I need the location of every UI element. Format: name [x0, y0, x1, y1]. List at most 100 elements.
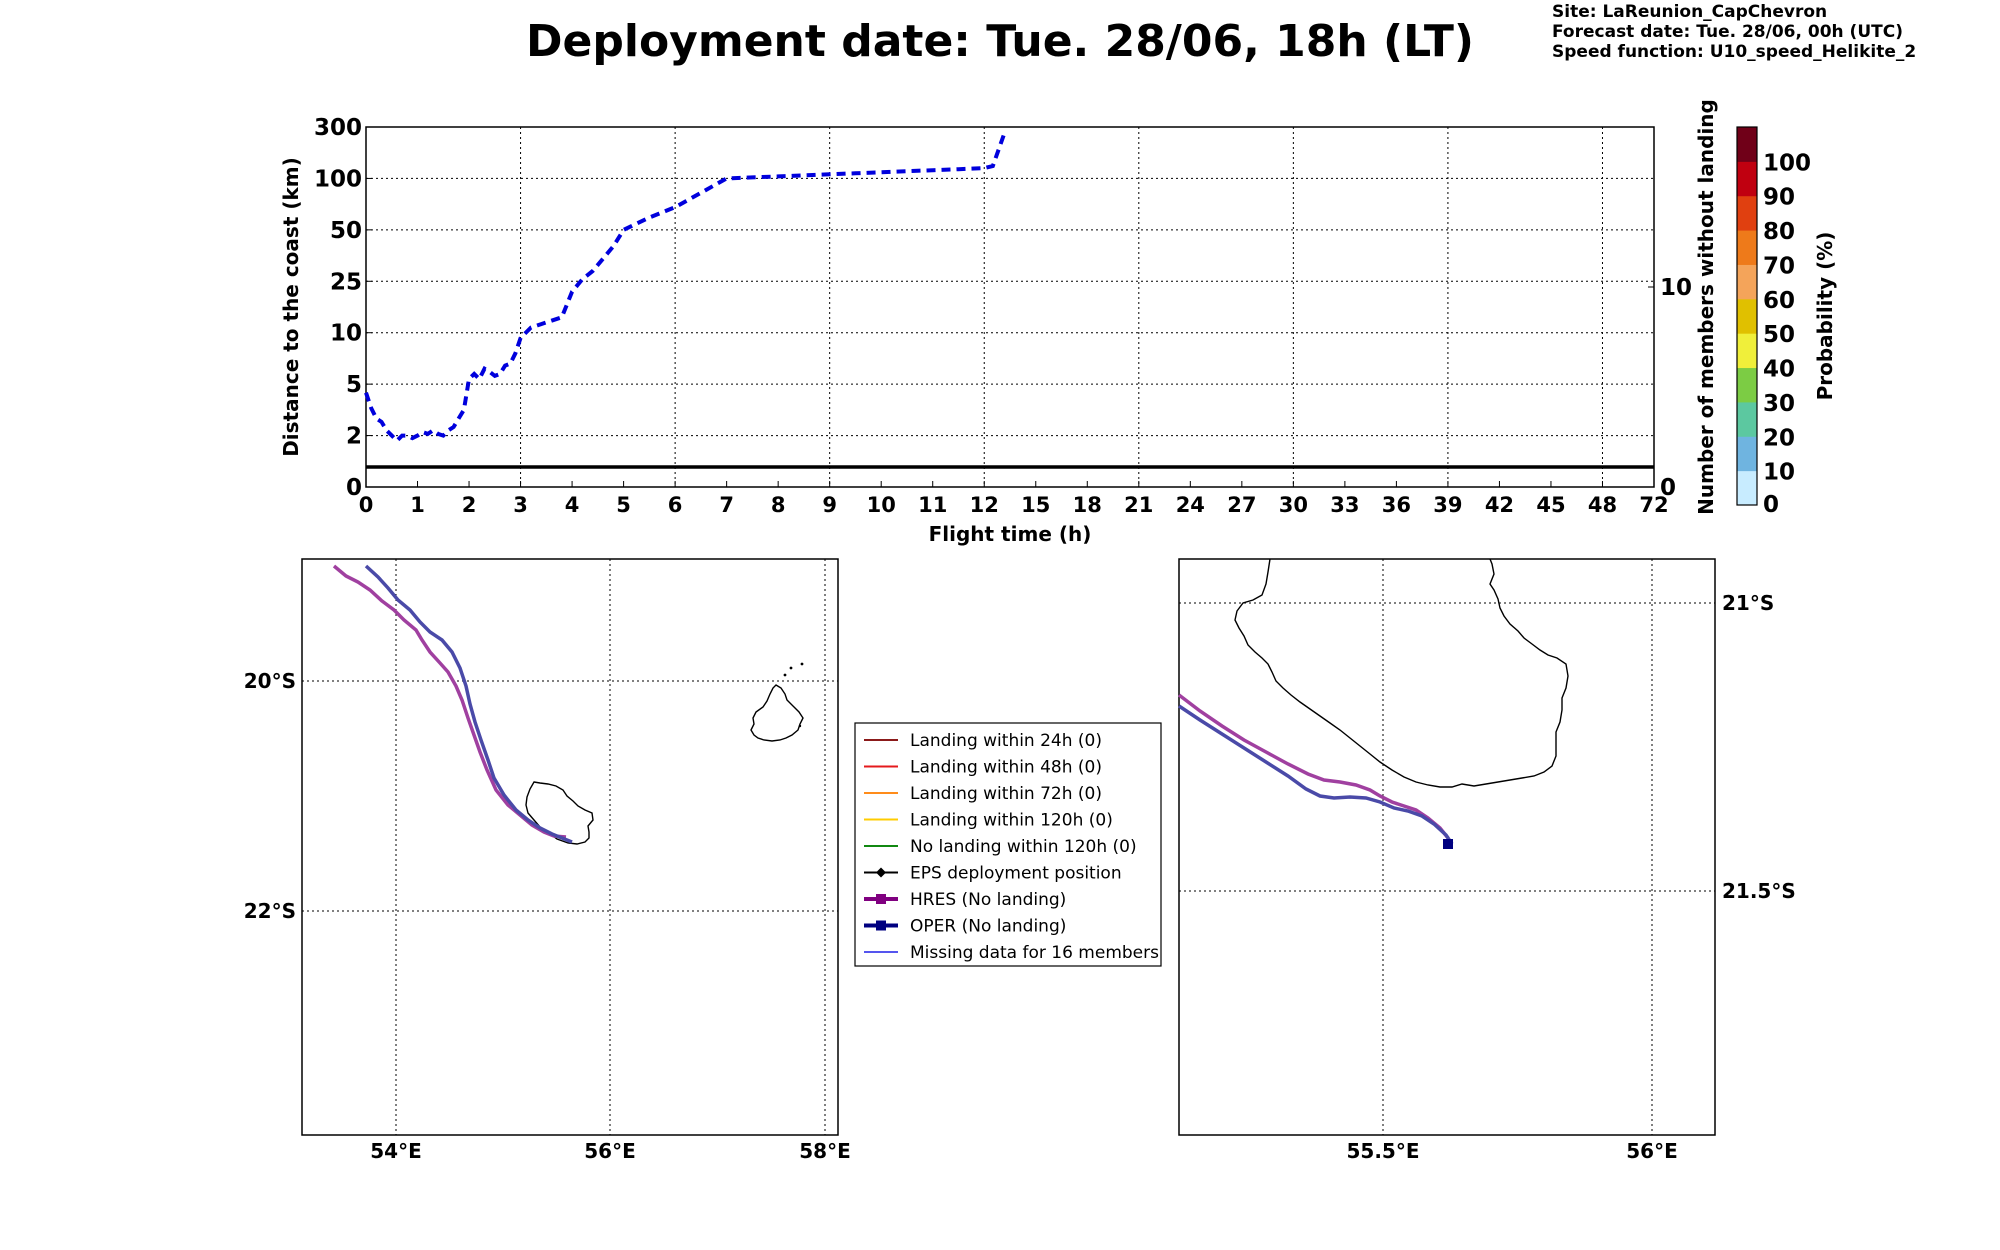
zoom-x-tick-label: 56°E: [1626, 1139, 1678, 1163]
colorbar-tick-label: 10: [1763, 460, 1795, 486]
islet-dot: [789, 666, 793, 670]
legend-label: Landing within 120h (0): [910, 811, 1113, 831]
zoom-y-tick-label: 21°S: [1722, 591, 1774, 615]
right-tick-label: 0: [1660, 475, 1676, 501]
x-tick-label: 18: [1073, 493, 1102, 517]
colorbar-block: [1737, 436, 1757, 472]
zoom-map-ticks: 55.5°E 56°E 21°S 21.5°S: [1346, 591, 1795, 1163]
colorbar-block: [1737, 264, 1757, 300]
colorbar-tick-label: 30: [1763, 391, 1795, 417]
x-tick-label: 6: [668, 493, 683, 517]
x-tick-label: 3: [513, 493, 528, 517]
x-tick-label: 48: [1588, 493, 1617, 517]
x-tick-label: 15: [1021, 493, 1050, 517]
distance-chart-frame: [365, 126, 1655, 488]
right-tick-label: 10: [1660, 275, 1692, 301]
y-tick-label: 25: [330, 269, 362, 295]
legend-frame: [854, 722, 1162, 967]
colorbar-block: [1737, 367, 1757, 403]
map-y-tick-label: 20°S: [244, 669, 296, 693]
distance-chart-series: [364, 131, 1654, 469]
x-tick-label: 1: [410, 493, 425, 517]
x-tick-label: 5: [616, 493, 631, 517]
y-tick-label: 300: [314, 115, 362, 141]
zoom-x-tick-label: 55.5°E: [1346, 1139, 1419, 1163]
x-tick-label: 10: [867, 493, 896, 517]
distance-chart-right-ticks: 0 10: [1648, 275, 1692, 501]
legend-marker: [876, 920, 886, 931]
colorbar-block: [1737, 298, 1757, 334]
x-tick-label: 36: [1382, 493, 1411, 517]
legend-label: Landing within 72h (0): [910, 784, 1102, 804]
mauritius-island-outline: [750, 684, 804, 742]
legend-item: Missing data for 16 members: [864, 943, 1159, 963]
x-tick-label: 30: [1279, 493, 1308, 517]
x-tick-label: 24: [1176, 493, 1205, 517]
colorbar-label: Probability (%): [1813, 232, 1837, 401]
hres-trajectory-zoom: [1177, 693, 1450, 840]
regional-map-ticks: 54°E 56°E 58°E 20°S 22°S: [244, 669, 851, 1163]
colorbar-tick-label: 80: [1763, 219, 1795, 245]
colorbar-tick-label: 50: [1763, 322, 1795, 348]
colorbar-block: [1737, 401, 1757, 437]
colorbar-block: [1737, 127, 1757, 162]
distance-chart-x-ticks: 0 1 2 3 4 5 6 7 8 9 10 11 12 15 18 21 24 27 30 33 36 39 42 45 48…: [359, 481, 1669, 517]
legend-item: Landing within 24h (0): [864, 731, 1102, 751]
legend-item: No landing within 120h (0): [864, 837, 1137, 857]
colorbar-tick-label: 40: [1763, 357, 1795, 383]
legend-label: HRES (No landing): [910, 890, 1066, 910]
x-tick-label: 27: [1227, 493, 1256, 517]
x-tick-label: 33: [1330, 493, 1359, 517]
x-tick-label: 42: [1485, 493, 1514, 517]
legend-item: Landing within 48h (0): [864, 758, 1102, 778]
colorbar-tick-label: 70: [1763, 253, 1795, 279]
distance-chart-grid: [366, 127, 1654, 487]
legend-marker: [876, 894, 886, 904]
forecast-date-label: Forecast date: Tue. 28/06, 00h (UTC): [1552, 22, 1903, 42]
chart-title: Deployment date: Tue. 28/06, 18h (LT): [526, 16, 1474, 67]
oper-end-marker: [1443, 839, 1453, 849]
x-tick-label: 9: [822, 493, 837, 517]
x-tick-label: 11: [918, 493, 947, 517]
zoom-map: [1177, 558, 1716, 1136]
right-axis-label: Number of members without landing: [1694, 99, 1718, 515]
colorbar-tick-label: 20: [1763, 425, 1795, 451]
colorbar-tick-label: 60: [1763, 288, 1795, 314]
legend-item: Landing within 120h (0): [864, 811, 1113, 831]
legend-label: EPS deployment position: [910, 864, 1122, 884]
x-axis-label: Flight time (h): [929, 522, 1092, 546]
colorbar-tick-label: 100: [1763, 150, 1811, 176]
legend: Landing within 24h (0) Landing within 48h…: [854, 722, 1162, 967]
x-tick-label: 0: [359, 493, 374, 517]
legend-item: EPS deployment position: [864, 864, 1122, 884]
legend-label: No landing within 120h (0): [910, 837, 1137, 857]
legend-marker: [876, 867, 886, 878]
y-tick-label: 5: [346, 372, 362, 398]
speed-function-label: Speed function: U10_speed_Helikite_2: [1552, 42, 1917, 62]
x-tick-label: 21: [1124, 493, 1153, 517]
colorbar-tick-label: 0: [1763, 492, 1779, 518]
oper-trajectory-zoom: [1178, 704, 1454, 845]
x-tick-label: 12: [970, 493, 999, 517]
reunion-island-outline: [525, 781, 594, 845]
y-tick-label: 10: [330, 321, 362, 347]
legend-item: OPER (No landing): [864, 917, 1066, 937]
x-tick-label: 39: [1433, 493, 1462, 517]
colorbar-block: [1737, 161, 1757, 197]
islet-dot: [798, 724, 802, 728]
reunion-island-detail-outline: [1234, 558, 1569, 788]
colorbar-block: [1737, 195, 1757, 231]
map-x-tick-label: 54°E: [370, 1139, 422, 1163]
y-tick-label: 100: [314, 166, 362, 192]
islet-dot: [783, 673, 787, 677]
regional-map-frame: [301, 558, 839, 1136]
site-label: Site: LaReunion_CapChevron: [1552, 2, 1828, 22]
colorbar-tick-label: 90: [1763, 185, 1795, 211]
y-tick-label: 0: [346, 475, 362, 501]
legend-label: Landing within 24h (0): [910, 731, 1102, 751]
x-tick-label: 4: [565, 493, 580, 517]
oper-trajectory-regional: [364, 564, 573, 844]
distance-series-line: [364, 131, 1007, 444]
x-tick-label: 2: [462, 493, 477, 517]
